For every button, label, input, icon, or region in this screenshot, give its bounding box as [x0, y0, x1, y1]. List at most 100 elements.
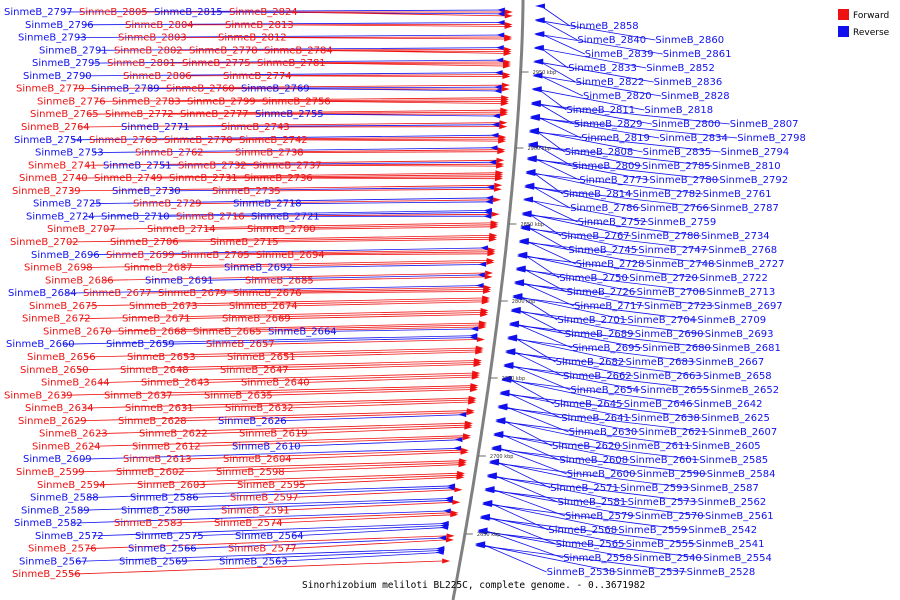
gene-label: SinmeB_2698: [24, 263, 93, 274]
label-connector: [175, 324, 479, 332]
label-connector: [163, 337, 478, 345]
legend-label-reverse: Reverse: [853, 28, 890, 38]
gene-label: SinmeB_2568: [548, 525, 617, 536]
label-connector: [77, 360, 475, 371]
gene-label: SinmeB_2676: [233, 288, 302, 299]
gene-arrow: [466, 410, 475, 416]
label-connector: [321, 49, 504, 54]
label-connector: [94, 97, 502, 102]
gene-label: SinmeB_2589: [21, 505, 90, 516]
label-connector: [178, 124, 500, 128]
scale-tick-label: 2700 kbp: [490, 454, 514, 460]
gene-label: SinmeB_2796: [25, 20, 94, 31]
gene-label: SinmeB_2718: [233, 199, 302, 210]
gene-arrow: [484, 274, 493, 280]
label-connector: [312, 113, 500, 117]
gene-arrow: [515, 267, 526, 273]
gene-arrow: [490, 132, 499, 138]
gene-labels: SinmeB_2797 SinmeB_2805 SinmeB_2815 SinmeB_…: [4, 7, 806, 580]
gene-label: SinmeB_2782: [633, 189, 702, 200]
label-connector: [267, 238, 489, 243]
gene-label: SinmeB_2686: [45, 275, 114, 286]
gene-arrow: [493, 186, 502, 192]
gene-arrow: [501, 82, 510, 88]
gene-label: SinmeB_2679: [158, 288, 227, 299]
gene-label: SinmeB_2726: [567, 287, 636, 298]
gene-label: SinmeB_2680: [642, 343, 711, 354]
gene-label: SinmeB_2673: [129, 301, 198, 312]
gene-arrow: [487, 251, 496, 257]
gene-label: SinmeB_2799: [187, 96, 256, 107]
gene-label: SinmeB_2701: [557, 315, 626, 326]
gene-label: SinmeB_2756: [262, 96, 331, 107]
label-connector: [302, 276, 485, 281]
gene-arrow: [486, 184, 495, 190]
label-connector: [509, 365, 641, 391]
label-connector: [184, 349, 476, 358]
label-connector: [534, 131, 721, 153]
gene-label: SinmeB_2791: [39, 45, 108, 56]
gene-label: SinmeB_2775: [182, 58, 251, 69]
label-connector: [277, 364, 474, 371]
gene-label: SinmeB_2814: [563, 189, 632, 200]
gene-label: SinmeB_2840: [577, 35, 646, 46]
gene-arrow: [488, 236, 497, 242]
gene-label: SinmeB_2772: [105, 109, 174, 120]
label-connector: [539, 60, 576, 83]
gene-label: SinmeB_2576: [28, 544, 97, 555]
gene-label: SinmeB_2755: [255, 109, 324, 120]
gene-label: SinmeB_2725: [33, 199, 102, 210]
gene-label: SinmeB_2786: [570, 203, 639, 214]
label-connector: [221, 138, 499, 141]
gene-arrow: [504, 36, 513, 42]
gene-label: SinmeB_2780: [649, 175, 718, 186]
gene-label: SinmeB_2741: [28, 160, 97, 171]
gene-arrow: [475, 349, 484, 355]
gene-label: SinmeB_2835: [643, 147, 712, 158]
label-connector: [87, 485, 456, 498]
label-connector: [499, 435, 700, 461]
label-connector: [75, 410, 467, 422]
gene-label: SinmeB_2767: [561, 231, 630, 242]
gene-label: SinmeB_2663: [633, 371, 702, 382]
gene-label: SinmeB_2564: [235, 531, 304, 542]
gene-label: SinmeB_2598: [216, 467, 285, 478]
gene-label: SinmeB_2622: [139, 429, 208, 440]
label-connector: [78, 122, 500, 128]
label-connector: [540, 20, 656, 41]
gene-label: SinmeB_2558: [563, 553, 632, 564]
gene-label: SinmeB_2747: [638, 245, 707, 256]
gene-arrow: [491, 211, 500, 217]
gene-arrow: [522, 197, 533, 203]
gene-label: SinmeB_2736: [244, 173, 313, 184]
gene-label: SinmeB_2641: [561, 413, 630, 424]
gene-label: SinmeB_2569: [119, 556, 188, 567]
gene-label: SinmeB_2720: [629, 273, 698, 284]
label-connector: [532, 159, 720, 181]
gene-arrow: [485, 270, 494, 276]
label-connector: [185, 537, 447, 550]
legend-swatch-forward: [838, 9, 849, 20]
label-connector: [490, 488, 566, 517]
gene-label: SinmeB_2555: [626, 539, 695, 550]
gene-arrow: [517, 253, 528, 259]
gene-label: SinmeB_2613: [123, 454, 192, 465]
scale-ticks: 2950 kbp 2900 kbp 2850 kbp 2800 kbp 2750 kbp…: [465, 70, 556, 538]
label-connector: [296, 139, 499, 142]
gene-arrow: [481, 299, 490, 305]
gene-arrow: [496, 157, 505, 163]
gene-label: SinmeB_2664: [268, 326, 337, 337]
gene-label: SinmeB_2683: [626, 357, 695, 368]
gene-label: SinmeB_2653: [127, 352, 196, 363]
label-connector: [298, 376, 472, 383]
gene-arrow: [500, 111, 509, 117]
gene-label: SinmeB_2584: [707, 469, 776, 480]
label-connector: [507, 379, 694, 405]
label-connector: [87, 109, 501, 115]
gene-label: SinmeB_2730: [112, 186, 181, 197]
gene-arrow: [503, 50, 512, 56]
label-connector: [490, 490, 706, 517]
gene-label: SinmeB_2790: [23, 71, 92, 82]
gene-arrow: [504, 23, 513, 29]
gene-label: SinmeB_2861: [663, 49, 732, 60]
